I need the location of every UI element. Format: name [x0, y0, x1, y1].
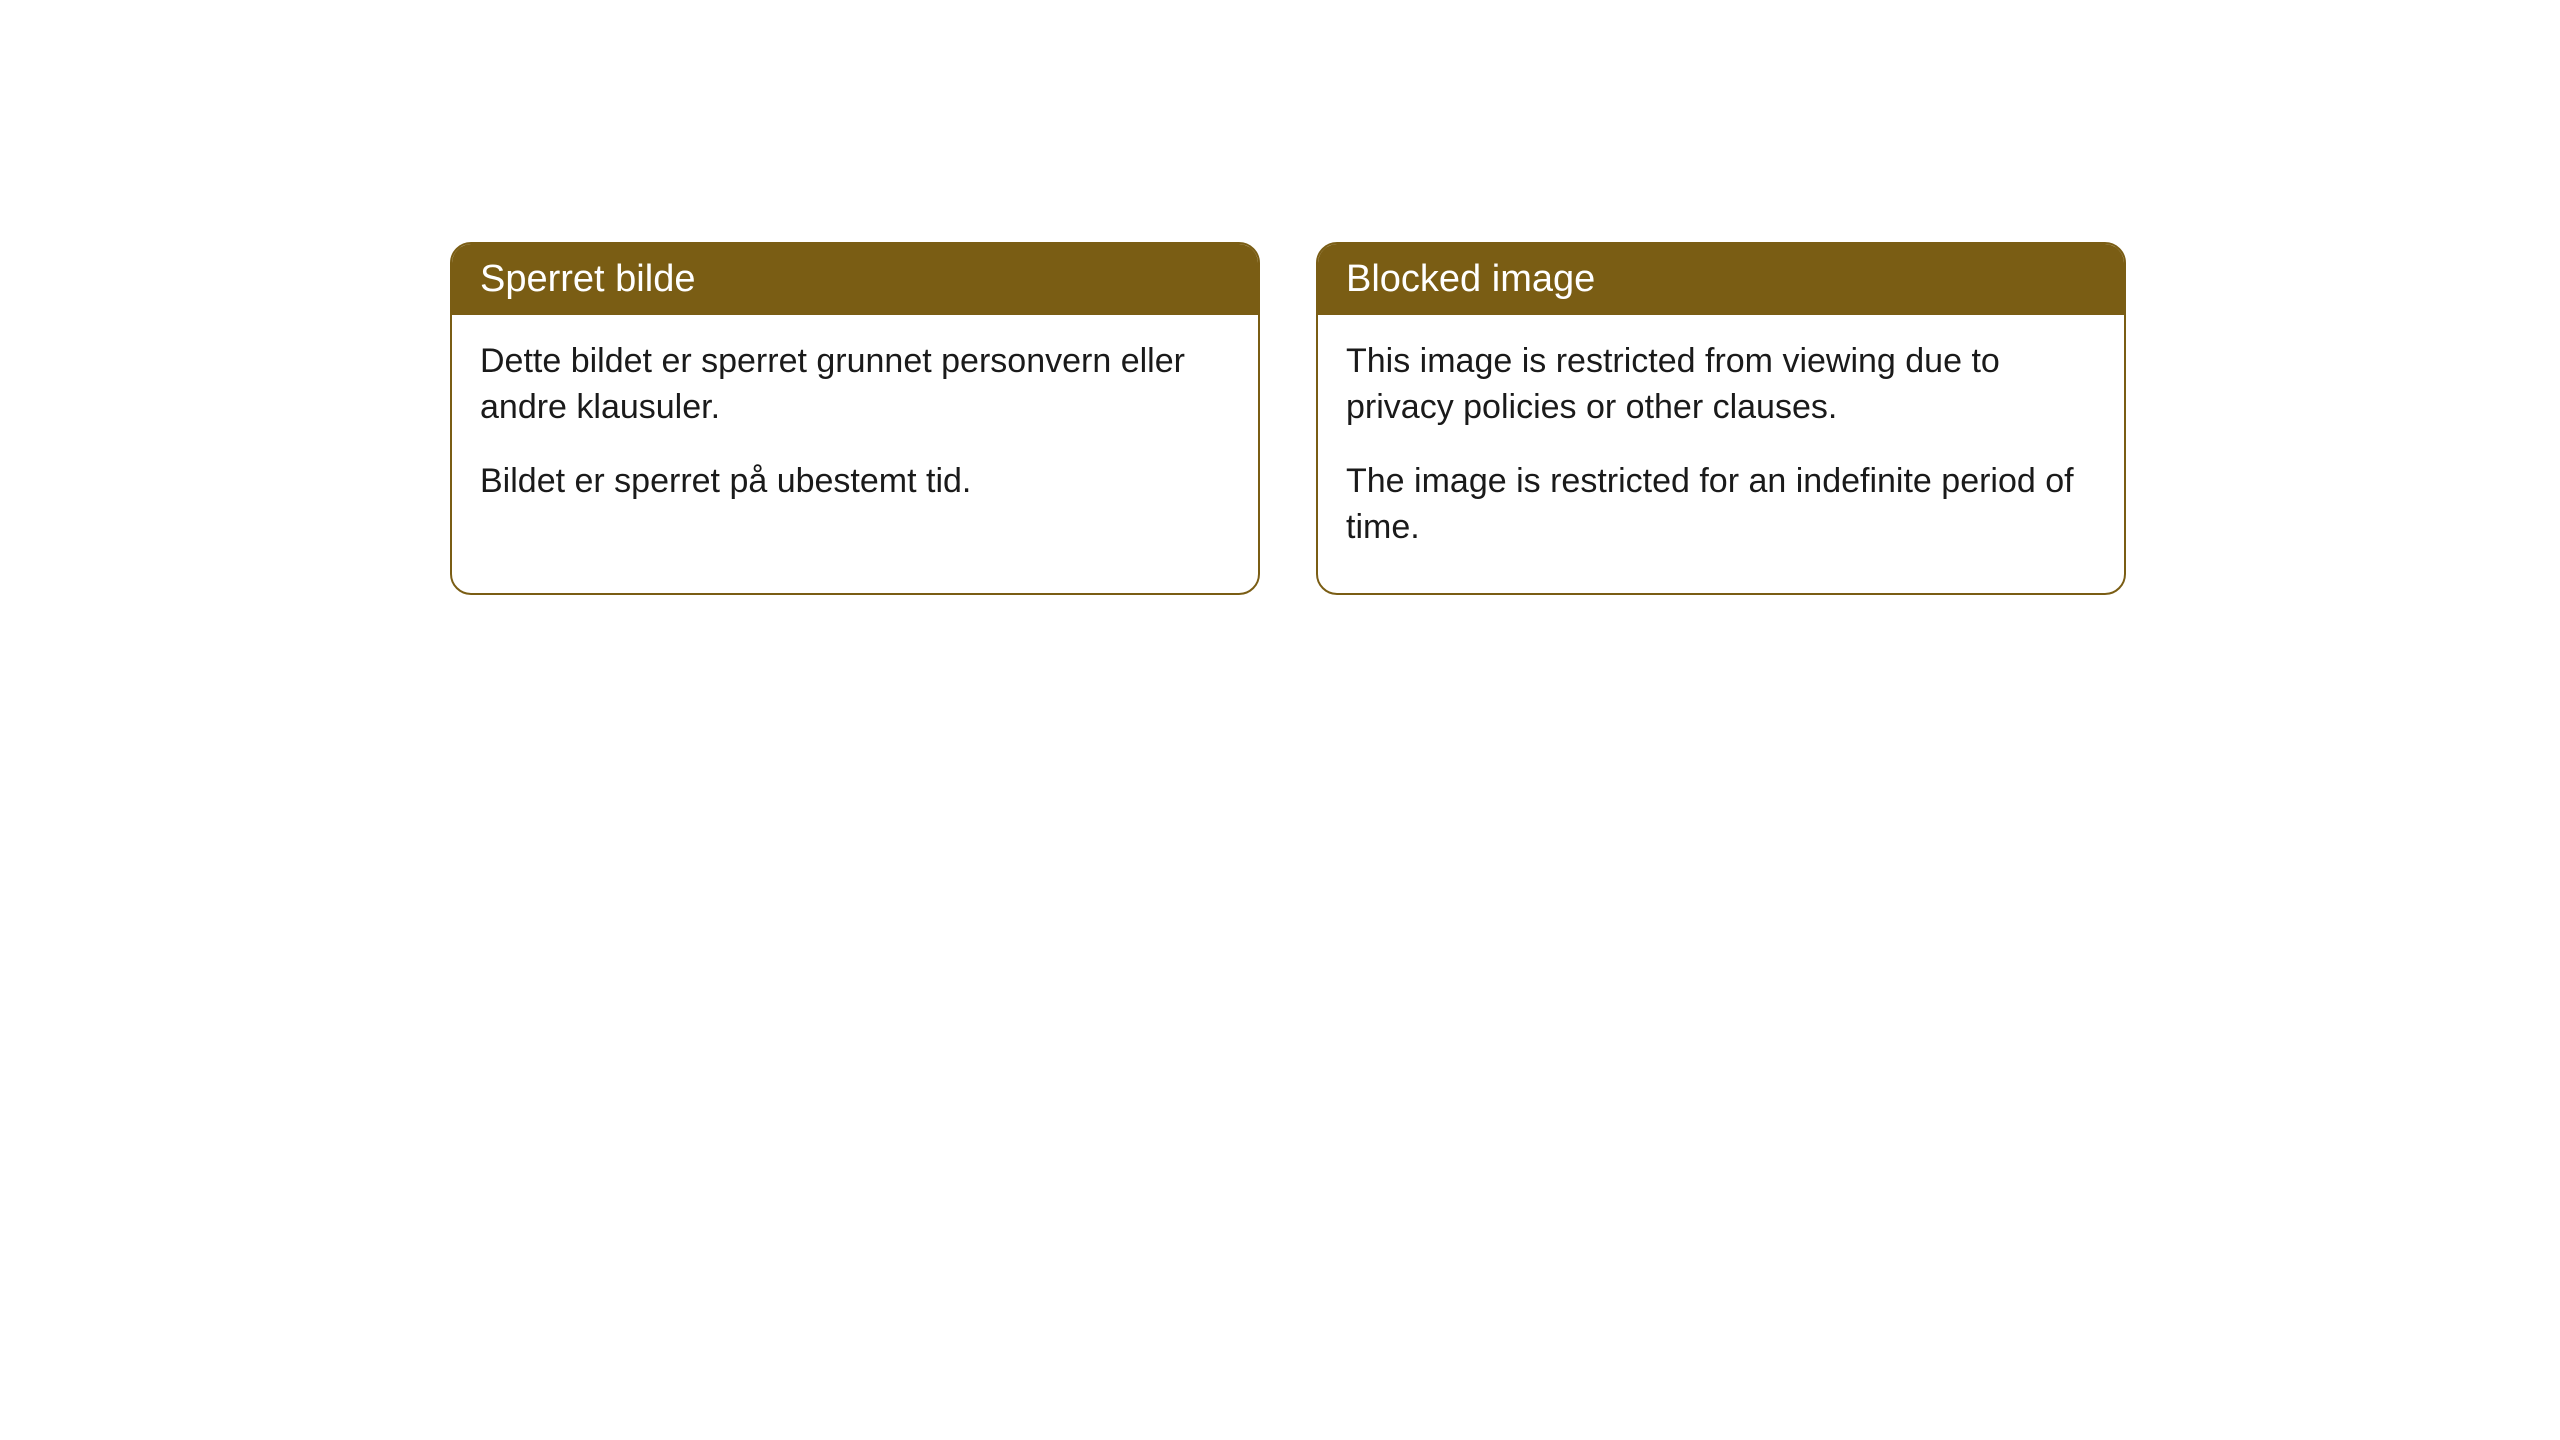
card-title: Sperret bilde — [480, 258, 695, 300]
notice-card-english: Blocked image This image is restricted f… — [1316, 242, 2126, 595]
notice-cards-container: Sperret bilde Dette bildet er sperret gr… — [450, 242, 2126, 595]
notice-card-norwegian: Sperret bilde Dette bildet er sperret gr… — [450, 242, 1260, 595]
card-header: Blocked image — [1318, 244, 2124, 315]
card-paragraph: The image is restricted for an indefinit… — [1346, 459, 2096, 551]
card-paragraph: Bildet er sperret på ubestemt tid. — [480, 459, 1230, 505]
card-title: Blocked image — [1346, 258, 1595, 300]
card-paragraph: Dette bildet er sperret grunnet personve… — [480, 339, 1230, 431]
card-paragraph: This image is restricted from viewing du… — [1346, 339, 2096, 431]
card-header: Sperret bilde — [452, 244, 1258, 315]
card-body: Dette bildet er sperret grunnet personve… — [452, 315, 1258, 547]
card-body: This image is restricted from viewing du… — [1318, 315, 2124, 593]
